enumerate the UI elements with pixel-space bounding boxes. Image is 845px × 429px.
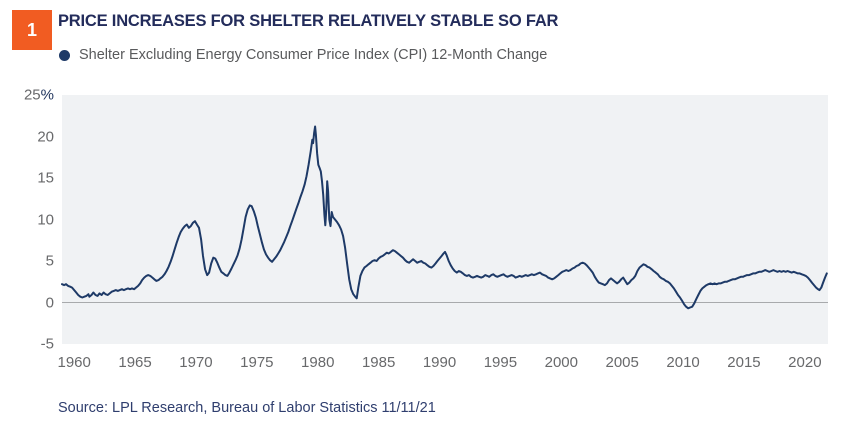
x-tick-label: 1965 — [118, 354, 152, 371]
y-axis: 25% 20 15 10 5 0 -5 — [0, 87, 54, 353]
x-tick-label: 2005 — [605, 354, 639, 371]
chart-title: PRICE INCREASES FOR SHELTER RELATIVELY S… — [58, 12, 559, 30]
x-tick-label: 1975 — [240, 354, 274, 371]
y-tick-label: 15 — [37, 169, 54, 187]
cpi-line-svg — [61, 125, 828, 310]
chart-legend: Shelter Excluding Energy Consumer Price … — [59, 47, 547, 63]
x-tick-label: 2020 — [788, 354, 822, 371]
source-note: Source: LPL Research, Bureau of Labor St… — [58, 400, 436, 416]
figure-number-badge: 1 — [12, 10, 52, 50]
y-tick-label: 20 — [37, 128, 54, 145]
x-tick-label: 1970 — [179, 354, 213, 371]
x-tick-label: 1995 — [483, 354, 518, 371]
x-tick-label: 1990 — [422, 354, 457, 371]
y-tick-label: 10 — [37, 211, 54, 228]
y-tick-label: 5 — [45, 252, 54, 270]
x-tick-label: 2000 — [544, 354, 578, 371]
x-axis: 1960 1965 1970 1975 1980 1985 1990 1995 2000 2005… — [57, 354, 828, 374]
legend-label: Shelter Excluding Energy Consumer Price … — [79, 47, 548, 63]
x-tick-label: 1985 — [361, 354, 396, 371]
y-tick-label: 0 — [45, 294, 54, 311]
percent-suffix: % — [40, 86, 54, 104]
x-tick-label: 2015 — [727, 354, 761, 371]
plot-area — [61, 95, 828, 344]
y-tick-label: -5 — [40, 335, 54, 353]
x-tick-label: 1960 — [57, 354, 91, 371]
x-tick-label: 1980 — [301, 354, 335, 371]
legend-bullet-icon — [59, 49, 70, 61]
x-tick-label: 2010 — [666, 354, 700, 371]
y-tick-label: 25% — [23, 86, 54, 104]
cpi-series-line — [61, 125, 828, 310]
